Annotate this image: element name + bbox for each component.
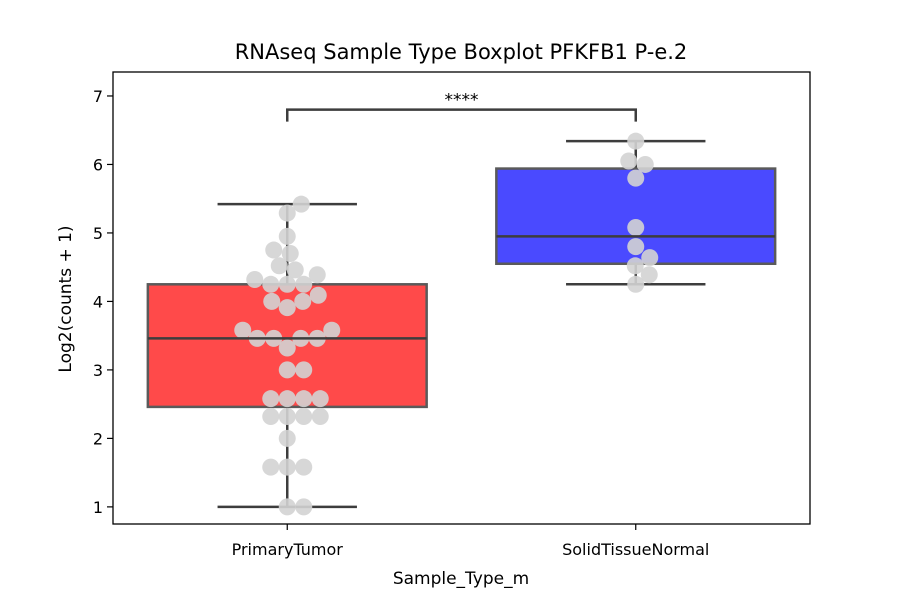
- data-point-primarytumor: [262, 407, 280, 425]
- data-point-primarytumor: [246, 271, 264, 289]
- data-point-primarytumor: [278, 390, 296, 408]
- data-point-primarytumor: [278, 299, 296, 317]
- data-point-primarytumor: [234, 321, 252, 339]
- y-tick-label: 4: [93, 292, 103, 311]
- data-point-primarytumor: [278, 429, 296, 447]
- x-axis-label: Sample_Type_m: [393, 569, 529, 589]
- data-point-primarytumor: [265, 241, 283, 259]
- data-point-solidtissuenormal: [627, 218, 645, 236]
- data-point-solidtissuenormal: [620, 152, 638, 170]
- y-tick-label: 6: [93, 155, 103, 174]
- data-point-primarytumor: [295, 407, 313, 425]
- data-point-solidtissuenormal: [626, 257, 644, 275]
- plot-frame: [112, 71, 811, 525]
- data-point-primarytumor: [311, 390, 329, 408]
- data-point-solidtissuenormal: [627, 238, 645, 256]
- y-tick-label: 7: [93, 87, 103, 106]
- y-tick-label: 5: [93, 224, 103, 243]
- axes: 1 2 3 4 5 6 7 PrimaryTumor SolidTissueNormal: [93, 87, 710, 559]
- data-point-primarytumor: [309, 286, 327, 304]
- data-point-primarytumor: [295, 361, 313, 379]
- data-point-primarytumor: [278, 275, 296, 293]
- data-point-primarytumor: [263, 292, 281, 310]
- plot-area: ****: [146, 91, 777, 516]
- data-point-primarytumor: [294, 292, 312, 310]
- data-point-primarytumor: [286, 261, 304, 279]
- data-point-primarytumor: [295, 275, 313, 293]
- significance-bracket: [286, 108, 637, 122]
- data-point-primarytumor: [292, 195, 310, 213]
- y-tick-label: 2: [93, 429, 103, 448]
- y-axis-label: Log2(counts + 1): [56, 225, 76, 372]
- data-point-primarytumor: [311, 407, 329, 425]
- data-point-primarytumor: [295, 458, 313, 476]
- data-point-solidtissuenormal: [636, 155, 654, 173]
- data-point-primarytumor: [278, 407, 296, 425]
- data-point-primarytumor: [262, 458, 280, 476]
- significance-label: ****: [445, 91, 479, 111]
- x-tick-label: PrimaryTumor: [232, 540, 344, 559]
- data-point-solidtissuenormal: [627, 169, 645, 187]
- data-point-primarytumor: [281, 244, 299, 262]
- data-point-primarytumor: [278, 339, 296, 357]
- data-point-primarytumor: [278, 458, 296, 476]
- chart-title: RNAseq Sample Type Boxplot PFKFB1 P-e.2: [235, 40, 688, 64]
- data-point-primarytumor: [262, 275, 280, 293]
- y-tick-label: 1: [93, 498, 103, 517]
- x-tick-label: SolidTissueNormal: [562, 540, 709, 559]
- data-point-solidtissuenormal: [627, 275, 645, 293]
- data-point-primarytumor: [270, 257, 288, 275]
- data-point-primarytumor: [323, 321, 341, 339]
- data-point-primarytumor: [278, 204, 296, 222]
- data-point-primarytumor: [295, 390, 313, 408]
- data-point-primarytumor: [278, 227, 296, 245]
- data-point-primarytumor: [308, 266, 326, 284]
- data-point-solidtissuenormal: [627, 132, 645, 150]
- data-point-primarytumor: [278, 498, 296, 516]
- data-point-primarytumor: [278, 361, 296, 379]
- data-point-primarytumor: [295, 498, 313, 516]
- data-point-solidtissuenormal: [640, 266, 658, 284]
- data-point-primarytumor: [262, 390, 280, 408]
- y-tick-label: 3: [93, 361, 103, 380]
- data-point-solidtissuenormal: [641, 249, 659, 267]
